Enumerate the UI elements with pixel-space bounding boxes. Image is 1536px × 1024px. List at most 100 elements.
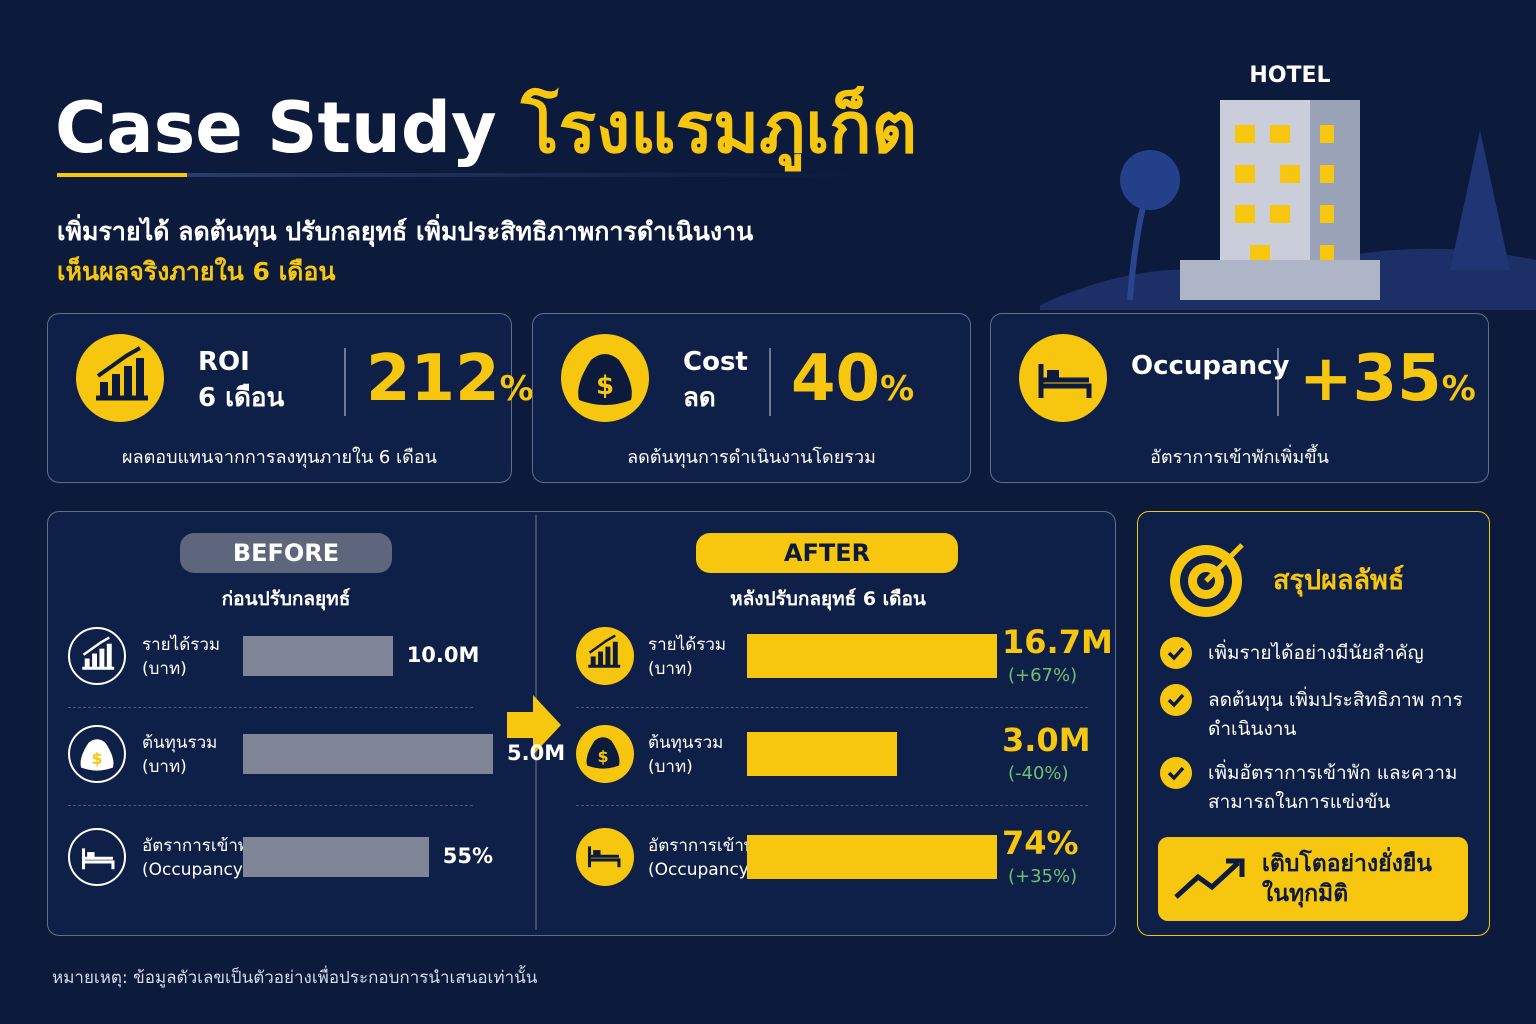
row-label: ต้นทุนรวม (บาท) — [648, 731, 723, 779]
summary-panel: สรุปผลลัพธ์ เพิ่มรายได้อย่างมีนัยสำคัญลด… — [1137, 511, 1490, 936]
row-label: รายได้รวม (บาท) — [648, 633, 726, 681]
title-en: Case Study — [55, 87, 497, 169]
summary-item: เพิ่มอัตราการเข้าพัก และความสามารถในการแ… — [1208, 762, 1458, 813]
kpi-value: 40% — [791, 342, 914, 416]
kpi-card: ROI 6 เดือน 212% ผลตอบแทนจากการลงทุนภายใน 6… — [47, 313, 534, 483]
growth-icon — [1174, 858, 1245, 899]
row-divider — [576, 805, 1088, 806]
row-icon: $ — [68, 725, 126, 783]
hotel-illustration: HOTEL — [1040, 63, 1536, 310]
row-divider — [576, 707, 1088, 708]
bar — [243, 636, 393, 676]
kpi-value: +35% — [1299, 342, 1476, 416]
kpi-separator — [344, 348, 346, 416]
comparison-tag: AFTER — [696, 533, 958, 573]
svg-text:$: $ — [597, 747, 608, 766]
title-underline — [57, 173, 867, 177]
bar — [747, 835, 997, 879]
arrow — [507, 695, 561, 755]
row-icon — [576, 828, 634, 886]
bar — [243, 734, 493, 774]
highlight: เห็นผลจริงภายใน 6 เดือน — [57, 257, 336, 286]
hotel-sign: HOTEL — [1249, 63, 1330, 88]
row-icon — [576, 627, 634, 685]
row-change: (+67%) — [1008, 665, 1078, 686]
row-label-main: รายได้รวม — [648, 635, 727, 655]
title: Case Study โรงแรมภูเก็ต — [55, 72, 917, 183]
row-label: ต้นทุนรวม (บาท) — [142, 731, 217, 779]
summary-footer-box: เติบโตอย่างยั่งยืน ในทุกมิติ — [1158, 837, 1468, 921]
row-change: (+35%) — [1008, 866, 1078, 887]
kpi-label: Occupancy — [1131, 348, 1289, 384]
kpi-label-2: 6 เดือน — [198, 383, 285, 413]
row-label-sub: (บาท) — [142, 659, 187, 679]
row-label-sub: (บาท) — [648, 757, 693, 777]
bar — [747, 634, 997, 678]
row-label-main: รายได้รวม — [142, 635, 221, 655]
row-label-sub: (บาท) — [648, 659, 693, 679]
target-icon — [1170, 543, 1244, 617]
kpi-label-1: Occupancy — [1131, 351, 1290, 381]
row-divider — [68, 805, 473, 806]
kpi-number: 40 — [791, 342, 881, 416]
comparison-tag: BEFORE — [180, 533, 392, 573]
kpi-icon: $ — [561, 334, 649, 422]
row-label-main: ต้นทุนรวม — [142, 733, 218, 753]
row-label: รายได้รวม (บาท) — [142, 633, 220, 681]
kpi-number: +35 — [1299, 342, 1442, 416]
svg-text:$: $ — [596, 371, 614, 401]
row-value: 5.0M — [507, 741, 566, 765]
summary-footer: เติบโตอย่างยั่งยืน ในทุกมิติ — [1262, 851, 1433, 907]
summary-item: ลดต้นทุน เพิ่มประสิทธิภาพ การดำเนินงาน — [1208, 689, 1463, 740]
row-label-main: ต้นทุนรวม — [648, 733, 724, 753]
kpi-label-1: Cost — [683, 347, 748, 377]
title-th: โรงแรมภูเก็ต — [520, 87, 918, 169]
row-label-sub: (Occupancy) — [648, 860, 756, 880]
kpi-number: 212 — [366, 342, 500, 416]
row-value: 74% — [1002, 824, 1079, 862]
row-icon — [68, 627, 126, 685]
bar — [243, 837, 429, 877]
kpi-icon — [76, 334, 164, 422]
kpi-caption: ลดต้นทุนการดำเนินงานโดยรวม — [627, 447, 876, 468]
kpi-label-1: ROI — [198, 347, 250, 377]
check-icon — [1160, 637, 1192, 669]
kpi-card: Occupancy +35% อัตราการเข้าพักเพิ่มขึ้น — [990, 313, 1489, 483]
kpi-label: ROI 6 เดือน — [198, 344, 284, 416]
kpi-separator — [769, 348, 771, 416]
row-icon — [68, 828, 126, 886]
row-icon: $ — [576, 725, 634, 783]
kpi-unit: % — [499, 369, 534, 409]
summary-item: เพิ่มรายได้อย่างมีนัยสำคัญ — [1208, 642, 1424, 664]
row-label-sub: (บาท) — [142, 757, 187, 777]
row-value: 55% — [442, 844, 494, 868]
kpi-separator — [1277, 348, 1279, 416]
kpi-card: $ Cost ลด 40% ลดต้นทุนการดำเนินงานโดยรวม — [532, 313, 971, 483]
comparison-subtitle: หลังปรับกลยุทธ์ 6 เดือน — [730, 588, 926, 610]
row-label: อัตราการเข้าพัก (Occupancy) — [142, 834, 259, 882]
row-value: 16.7M — [1002, 623, 1113, 661]
row-label-sub: (Occupancy) — [142, 860, 250, 880]
row-change: (-40%) — [1008, 763, 1069, 784]
row-label: อัตราการเข้าพัก (Occupancy) — [648, 834, 765, 882]
comparison-subtitle: ก่อนปรับกลยุทธ์ — [221, 588, 351, 610]
kpi-icon — [1019, 334, 1107, 422]
row-label-main: อัตราการเข้าพัก — [648, 836, 766, 856]
note: หมายเหตุ: ข้อมูลตัวเลขเป็นตัวอย่างเพื่อป… — [52, 968, 538, 988]
kpi-caption: อัตราการเข้าพักเพิ่มขึ้น — [1150, 447, 1329, 468]
row-value: 10.0M — [406, 643, 480, 667]
check-icon — [1160, 757, 1192, 789]
kpi-label-2: ลด — [683, 383, 716, 413]
summary-title: สรุปผลลัพธ์ — [1273, 565, 1405, 596]
subtitle: เพิ่มรายได้ ลดต้นทุน ปรับกลยุทธ์ เพิ่มปร… — [57, 217, 754, 246]
bar — [747, 732, 897, 776]
kpi-label: Cost ลด — [683, 344, 748, 416]
row-label-main: อัตราการเข้าพัก — [142, 836, 260, 856]
row-divider — [68, 707, 473, 708]
kpi-unit: % — [1441, 369, 1476, 409]
svg-text:$: $ — [91, 749, 102, 768]
kpi-caption: ผลตอบแทนจากการลงทุนภายใน 6 เดือน — [122, 447, 437, 468]
row-value: 3.0M — [1002, 721, 1091, 759]
kpi-unit: % — [880, 369, 915, 409]
